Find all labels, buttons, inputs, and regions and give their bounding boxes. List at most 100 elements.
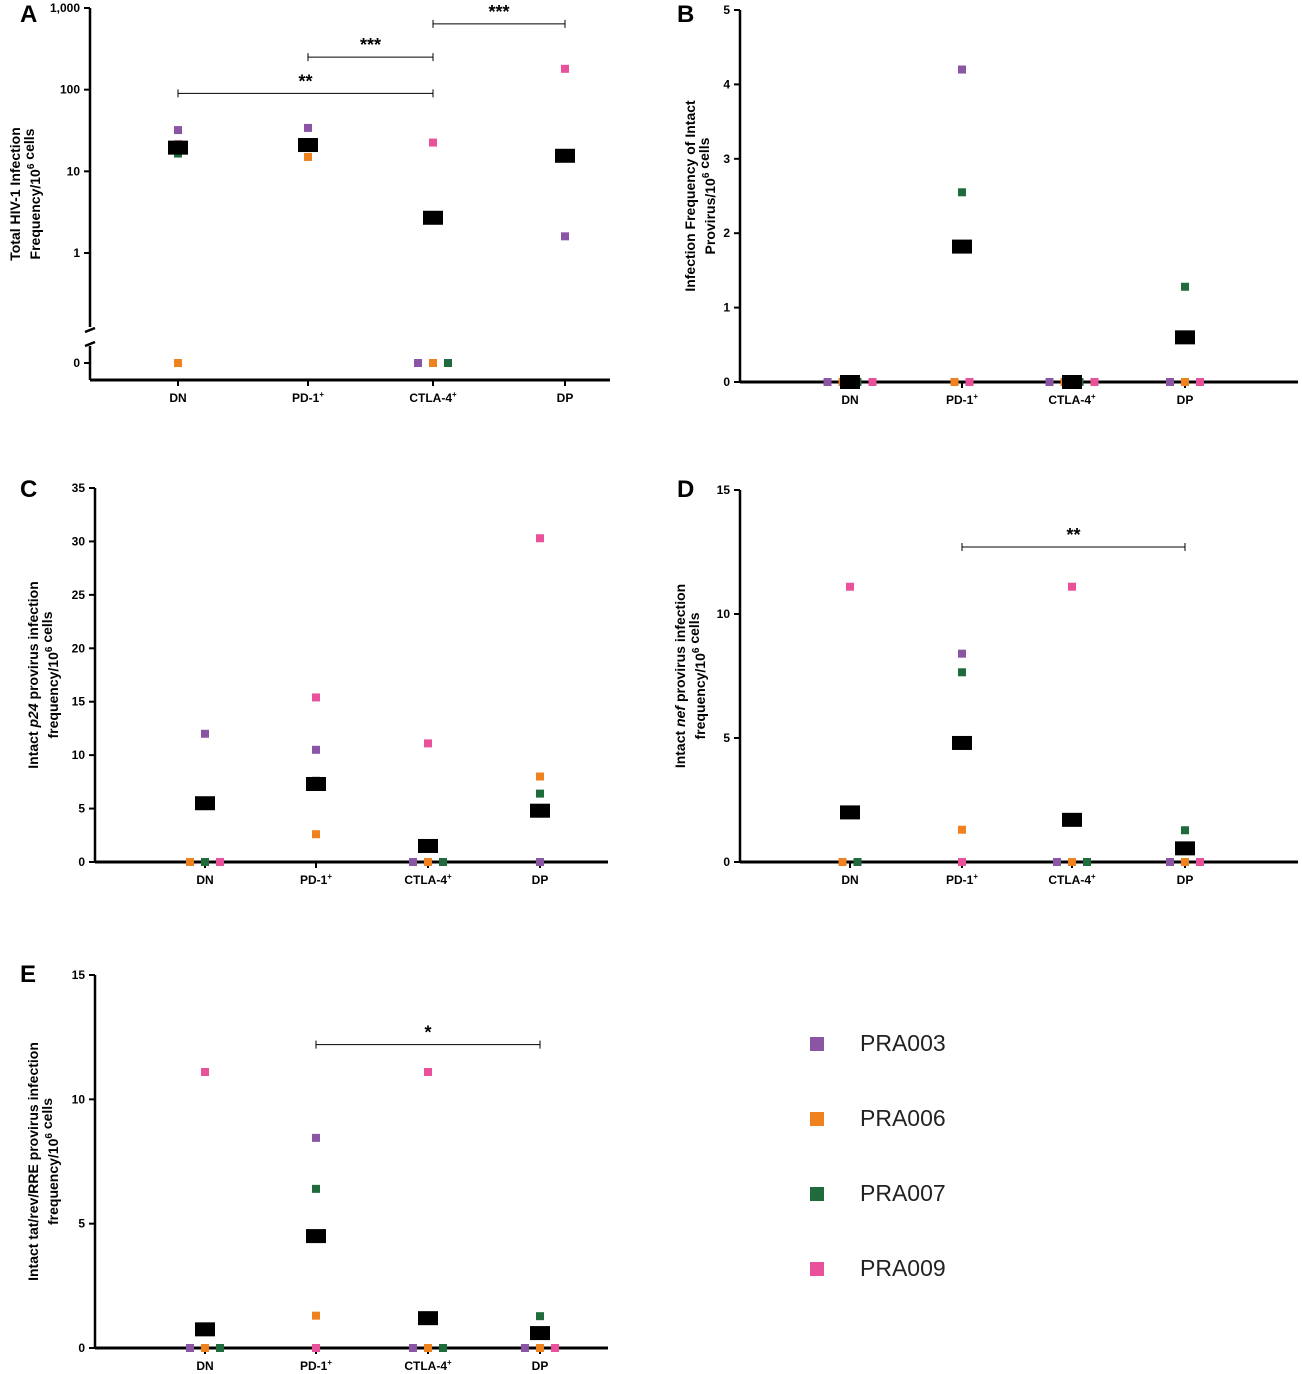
panel-e-point-pra009-pd-1 — [312, 1344, 320, 1352]
panel-d-point-pra007-pd-1 — [958, 668, 966, 677]
panel-c-median-ctla-4 — [418, 838, 438, 853]
panel-b-x-tick-label-dp: DP — [1177, 393, 1194, 407]
panel-d-x-tick-label-dp: DP — [1177, 873, 1194, 887]
svg-text:Infection Frequency of Intact: Infection Frequency of Intact — [682, 100, 698, 292]
panel-d-point-pra007-dn — [853, 858, 862, 866]
panel-a-x-tick-label-dp: DP — [557, 391, 574, 405]
panel-b-point-pra003-ctla-4 — [1045, 378, 1054, 386]
panel-d-point-pra009-dn — [846, 582, 854, 591]
panel-c-y-tick-label: 35 — [72, 481, 86, 495]
panel-a-letter: A — [20, 1, 37, 28]
panel-a-y-tick-label: 1,000 — [50, 1, 80, 15]
panel-c-point-pra006-dp — [536, 772, 544, 781]
legend-swatch-pra009 — [810, 1262, 824, 1276]
panel-c-point-pra006-dn — [186, 858, 194, 866]
panel-b-point-pra006-pd-1 — [950, 378, 959, 386]
panel-d-point-pra003-ctla-4 — [1053, 858, 1061, 866]
panel-e-x-tick-label-dp: DP — [532, 1359, 549, 1373]
panel-c: C 0 5 10 15 20 25 30 35 DN PD-1+ CTLA-4+ DP — [20, 476, 608, 887]
panel-b-x-tick-label-pd-1: PD-1+ — [946, 392, 978, 407]
panel-c-median-pd-1 — [306, 776, 326, 791]
panel-e-point-pra003-dn — [186, 1344, 194, 1352]
panel-e-sig-label-0: * — [424, 1023, 431, 1043]
panel-e-point-pra009-ctla-4 — [424, 1067, 432, 1076]
panel-e-point-pra003-ctla-4 — [409, 1344, 417, 1352]
panel-c-point-pra003-dp — [536, 858, 544, 866]
panel-d-x-tick-label-pd-1: PD-1+ — [946, 872, 978, 887]
panel-c-point-pra003-ctla-4 — [409, 858, 417, 866]
legend-item-pra003: PRA003 — [810, 1025, 1070, 1100]
panel-c-y-tick-label: 5 — [78, 802, 85, 816]
panel-b-point-pra003-dn — [823, 378, 832, 386]
panel-d-point-pra007-ctla-4 — [1083, 858, 1091, 866]
panel-d: D 0 5 10 15 DN PD-1+ CTLA-4+ DP ** — [677, 476, 1298, 887]
panel-c-point-pra009-dp — [536, 534, 544, 543]
panel-e: E 0 5 10 15 DN PD-1+ CTLA-4+ DP * — [20, 961, 608, 1373]
panel-b-x-tick-label-dn: DN — [841, 393, 858, 407]
panel-a-y-tick-label: 100 — [60, 83, 80, 97]
panel-e-y-axis-label: Intact tat/rev/RRE provirus infection fre… — [25, 1042, 61, 1281]
panel-a-median-dn — [168, 140, 188, 155]
panel-e-y-tick-label: 15 — [72, 968, 86, 982]
panel-d-point-pra006-dn — [838, 858, 847, 866]
panel-d-y-tick-label: 10 — [717, 607, 731, 621]
svg-text:frequency/106 cells: frequency/106 cells — [39, 1098, 61, 1225]
panel-a-x-tick-label-ctla-4: CTLA-4+ — [409, 390, 457, 405]
panel-a-point-pra006-dn — [174, 359, 182, 367]
panel-d-median-dp — [1175, 841, 1195, 856]
panel-c-point-pra006-ctla-4 — [424, 858, 432, 866]
panel-e-x-tick-label-ctla-4: CTLA-4+ — [404, 1358, 452, 1373]
panel-e-point-pra003-pd-1 — [312, 1133, 320, 1142]
panel-b-y-tick-label: 0 — [723, 375, 730, 389]
panel-d-letter: D — [677, 476, 694, 503]
panel-d-point-pra006-dp — [1181, 858, 1189, 866]
panel-a-axis-break-bottom — [84, 340, 96, 348]
panel-c-point-pra009-pd-1 — [312, 693, 320, 702]
panel-d-point-pra003-pd-1 — [958, 649, 966, 658]
panel-d-point-pra006-ctla-4 — [1068, 858, 1076, 866]
panel-c-point-pra003-pd-1 — [312, 745, 320, 754]
panel-e-x-tick-label-dn: DN — [196, 1359, 213, 1373]
panel-c-x-tick-label-dp: DP — [532, 873, 549, 887]
panel-b-point-pra009-dn — [868, 378, 877, 386]
panel-e-y-tick-label: 10 — [72, 1092, 86, 1106]
panel-b-median-pd-1 — [952, 239, 972, 254]
panel-e-point-pra007-dn — [216, 1344, 224, 1352]
panel-b-median-ctla-4 — [1062, 375, 1082, 389]
panel-b-point-pra007-pd-1 — [958, 188, 966, 197]
panel-b-median-dn — [840, 375, 860, 389]
panel-c-y-tick-label: 30 — [72, 534, 86, 548]
panel-a-median-pd-1 — [298, 138, 318, 153]
panel-d-point-pra009-ctla-4 — [1068, 582, 1076, 591]
panel-c-point-pra006-pd-1 — [312, 830, 320, 839]
panel-c-median-dn — [195, 796, 215, 811]
panel-e-y-tick-label: 0 — [78, 1341, 85, 1355]
panel-c-y-tick-label: 10 — [72, 748, 86, 762]
panel-e-median-dp — [530, 1326, 550, 1341]
panel-c-point-pra007-ctla-4 — [439, 858, 447, 866]
panel-c-y-tick-label: 25 — [72, 588, 86, 602]
panel-e-point-pra007-dp — [536, 1312, 544, 1321]
panel-b-point-pra009-pd-1 — [965, 378, 974, 386]
panel-c-y-tick-label: 15 — [72, 695, 86, 709]
panel-d-y-tick-label: 15 — [717, 483, 731, 497]
panel-c-y-tick-label: 0 — [78, 855, 85, 869]
panel-e-point-pra007-pd-1 — [312, 1184, 320, 1193]
legend-swatch-pra003 — [810, 1037, 824, 1051]
panel-d-x-tick-label-ctla-4: CTLA-4+ — [1048, 872, 1096, 887]
panel-c-point-pra009-dn — [216, 858, 224, 866]
panel-c-y-axis-label: Intact p24 provirus infection frequency/1… — [25, 581, 61, 768]
panel-d-y-tick-label: 0 — [723, 855, 730, 869]
panel-c-y-tick-label: 20 — [72, 641, 86, 655]
legend-label-pra006: PRA006 — [860, 1105, 946, 1131]
legend-label-pra007: PRA007 — [860, 1180, 946, 1206]
panel-d-y-axis-label: Intact nef provirus infection frequency/1… — [672, 584, 708, 768]
panel-d-sig-label-0: ** — [1066, 525, 1080, 545]
panel-a-median-ctla-4 — [423, 210, 443, 225]
panel-e-letter: E — [20, 961, 36, 988]
panel-a-point-pra009-dp — [561, 64, 569, 73]
panel-a-median-dp — [555, 148, 575, 163]
panel-d-point-pra006-pd-1 — [958, 825, 966, 834]
